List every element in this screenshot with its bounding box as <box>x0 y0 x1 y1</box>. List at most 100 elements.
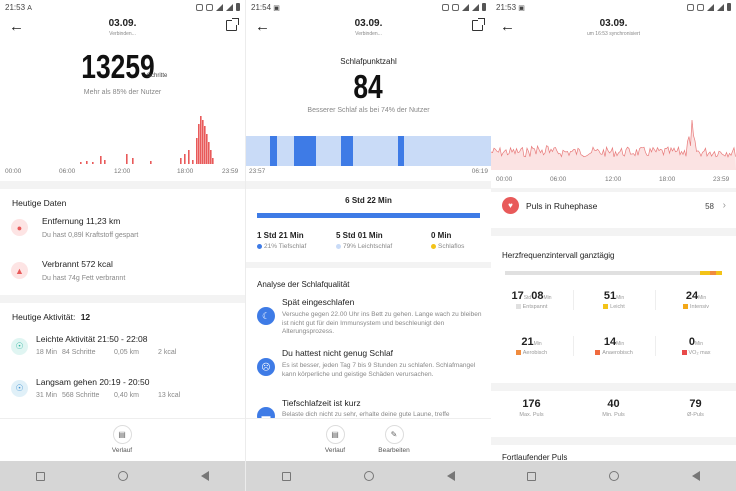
legend-square <box>515 304 521 310</box>
axis-label: 06:00 <box>550 176 567 183</box>
sleep-screen: 21:54 ▣ ← 03.09. Verbinden... Schlafpunk… <box>246 0 491 491</box>
hr-zone-bar-aerobic <box>710 271 716 275</box>
deep-sleep-segment <box>341 136 353 166</box>
light-sleep-legend: 79% Leichtschlaf <box>336 243 392 250</box>
sleep-stage-chart <box>246 136 491 166</box>
zone-unit: Min <box>698 295 707 301</box>
activity-item-2[interactable]: Langsam gehen 20:19 - 20:50 31 Min 568 S… <box>36 377 236 399</box>
step-bar <box>200 116 202 164</box>
legend-square <box>683 304 689 310</box>
step-bar <box>188 150 190 164</box>
zone-cell: 14Min Anaerobisch <box>573 336 654 356</box>
alarm-icon <box>687 3 694 11</box>
signal-icon <box>717 3 724 11</box>
date-title: 03.09. <box>354 18 383 29</box>
steps-compare: Mehr als 85% der Nutzer <box>83 89 162 96</box>
bar-chart-icon: ▤ <box>325 425 345 444</box>
back-arrow-icon[interactable]: ← <box>500 18 515 35</box>
axis-label: 23:59 <box>713 176 730 183</box>
legend-square <box>595 350 601 356</box>
step-bar <box>204 126 206 164</box>
awake-legend: Schlaflos <box>431 243 464 250</box>
activity-item-1[interactable]: Leichte Aktivität 21:50 - 22:08 18 Min 8… <box>36 334 236 356</box>
tab-bar: ▤ Verlauf ✎ Bearbeiten <box>246 418 491 461</box>
share-icon[interactable] <box>472 18 485 31</box>
share-icon[interactable] <box>226 18 239 31</box>
tab-history[interactable]: ▤ Verlauf <box>102 425 142 454</box>
home-icon[interactable] <box>117 471 128 481</box>
light-sleep-value: 5 Std 01 Min <box>336 231 383 240</box>
min-hr-value: 40 <box>607 398 620 410</box>
step-bar <box>208 142 210 164</box>
divider <box>491 228 736 236</box>
back-arrow-icon[interactable]: ← <box>255 18 270 35</box>
zone-cell: 24Min Intensiv <box>655 290 736 310</box>
battery-icon <box>482 3 486 11</box>
step-bar <box>150 161 152 164</box>
heart-rate-screen: 21:53 ▣ ← 03.09. um 16:53 synchronisiert… <box>491 0 736 491</box>
resting-hr-value: 58 <box>705 202 714 211</box>
axis-start: 23:57 <box>249 168 266 175</box>
activity-1-title: Leichte Aktivität 21:50 - 22:08 <box>36 334 148 344</box>
step-bar <box>92 162 94 164</box>
awake-stat: 0 Min Schlaflos <box>431 231 464 250</box>
zone-unit: Min <box>533 341 542 347</box>
legend-label: 21% Tiefschlaf <box>264 243 307 250</box>
home-icon[interactable] <box>608 471 619 481</box>
zone-cell: 21Min Aerobisch <box>491 336 572 356</box>
tab-bar: ▤ Verlauf <box>0 418 245 461</box>
hr-summary: 176 Max. Puls 40 Min. Puls 79 Ø-Puls <box>491 398 736 428</box>
tab-history[interactable]: ▤ Verlauf <box>315 425 355 454</box>
battery-icon <box>727 3 731 11</box>
step-bar <box>212 158 214 164</box>
zone-unit-2: Min <box>543 295 552 301</box>
axis-label: 18:00 <box>659 176 676 183</box>
location-pin-icon: ● <box>11 219 28 236</box>
q1-title: Spät eingeschlafen <box>282 297 355 307</box>
sad-face-icon: ☹ <box>257 358 275 376</box>
min-hr-label: Min. Puls <box>602 412 625 418</box>
bar-chart-icon: ▤ <box>112 425 132 444</box>
zone-unit: Min <box>616 341 625 347</box>
heart-icon: ♥ <box>502 197 519 214</box>
steps-axis: 00:00 06:00 12:00 18:00 23:59 <box>0 168 245 178</box>
sync-status: Verbinden... <box>355 31 382 37</box>
divider <box>491 437 736 445</box>
burned-label: Verbrannt 572 kcal <box>42 259 113 269</box>
deep-sleep-segment <box>294 136 316 166</box>
legend-dot <box>336 243 341 249</box>
axis-label: 18:00 <box>177 168 194 175</box>
recents-icon[interactable] <box>527 471 537 481</box>
top-bar: ← 03.09. Verbinden... <box>246 14 491 42</box>
zone-value: 51 <box>603 290 617 302</box>
tab-edit[interactable]: ✎ Bearbeiten <box>374 425 414 454</box>
stat: 13 kcal <box>158 392 181 399</box>
interval-title: Herzfrequenzintervall ganztägig <box>502 251 615 260</box>
step-bar <box>192 160 194 164</box>
back-arrow-icon[interactable]: ← <box>9 18 24 35</box>
recents-icon[interactable] <box>36 471 46 481</box>
zone-value: 24 <box>685 290 699 302</box>
axis-label: 00:00 <box>496 176 513 183</box>
status-time: 21:53 <box>5 2 26 12</box>
home-icon[interactable] <box>363 471 374 481</box>
back-icon[interactable] <box>446 471 455 481</box>
zone-value-2: 08 <box>531 290 544 302</box>
back-icon[interactable] <box>691 471 700 481</box>
recents-icon[interactable] <box>282 471 292 481</box>
legend-label: 79% Leichtschlaf <box>343 243 393 250</box>
status-time: 21:54 <box>251 2 272 12</box>
steps-screen: 21:53 A ← 03.09. Verbinden... 13259 Schr… <box>0 0 245 491</box>
activity-title-text: Heutige Aktivität: <box>12 312 76 322</box>
zone-unit: Std <box>523 295 532 301</box>
axis-end: 06:19 <box>471 168 488 175</box>
back-icon[interactable] <box>200 471 209 481</box>
sleep-score: 84 <box>353 68 383 105</box>
flame-icon: ▲ <box>11 262 28 279</box>
zone-cell: 17Std08Min Entspannt <box>491 290 572 310</box>
stat: 18 Min <box>36 349 58 356</box>
axis-label: 06:00 <box>59 168 76 175</box>
resting-hr-row[interactable]: ♥ Puls in Ruhephase 58 › <box>491 195 736 219</box>
stat: 0,40 km <box>114 392 139 399</box>
sync-status: um 16:53 synchronisiert <box>586 31 641 37</box>
